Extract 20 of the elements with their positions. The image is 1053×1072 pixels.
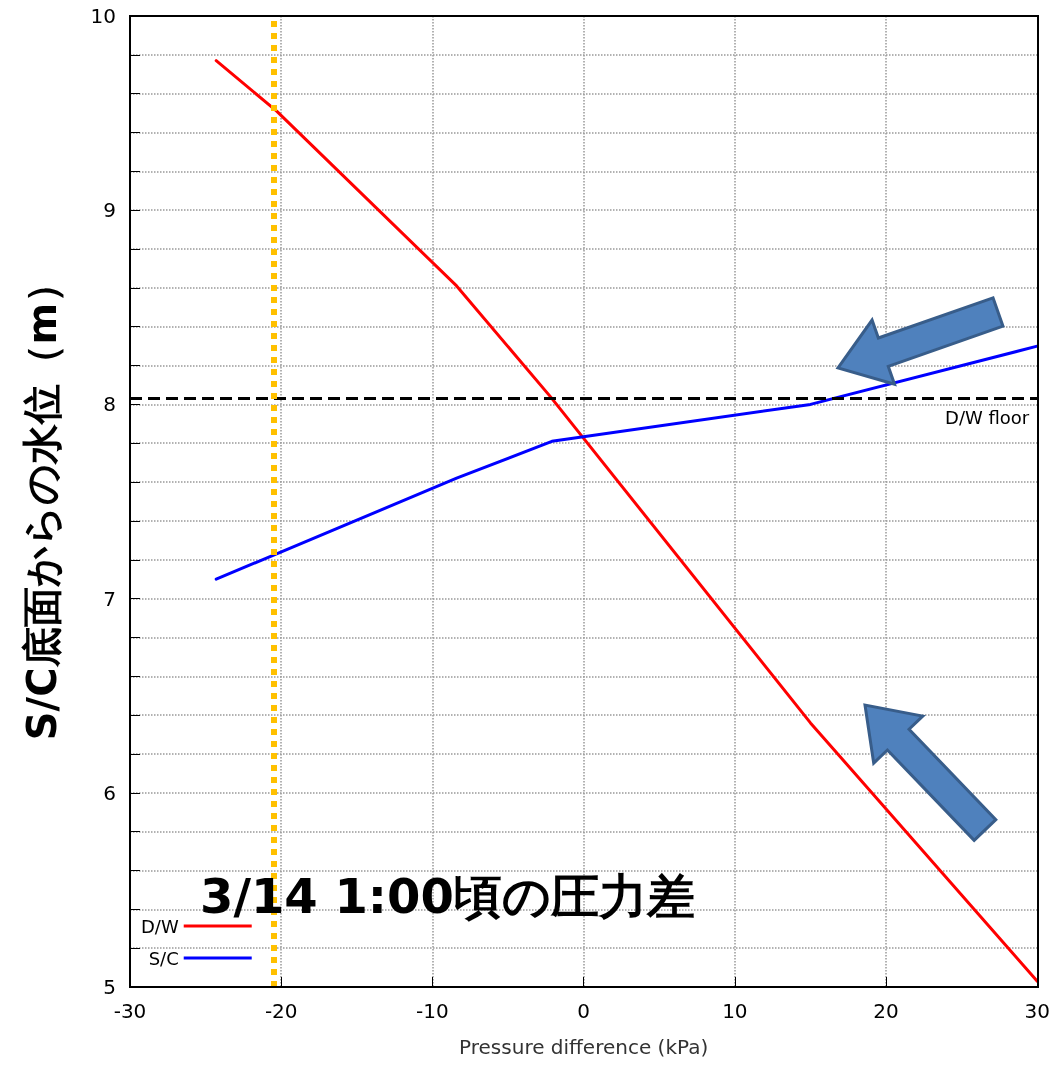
x-tick-label: 30 <box>1024 999 1050 1023</box>
y-axis-title: S/C底面からの水位（m） <box>19 262 65 741</box>
x-tick-label: -30 <box>113 999 147 1023</box>
x-tick-label: 20 <box>873 999 899 1023</box>
legend-label: D/W <box>140 915 179 937</box>
x-tick-label: 0 <box>577 999 590 1023</box>
x-tick-label: -20 <box>264 999 298 1023</box>
y-tick-label: 9 <box>103 198 116 223</box>
annotation: 3/14 1:00頃の圧力差 <box>200 868 695 924</box>
y-tick-label: 7 <box>103 586 116 611</box>
y-tick-label: 5 <box>103 975 116 999</box>
x-tick-label: -10 <box>416 999 449 1023</box>
y-tick-label: 10 <box>90 4 116 28</box>
x-axis-title: Pressure difference (kPa) <box>459 1035 709 1059</box>
y-tick-label: 6 <box>103 780 116 805</box>
x-tick-label: 10 <box>722 999 748 1023</box>
legend-label: S/C <box>148 947 179 969</box>
ref-line-label: D/W floor <box>945 407 1030 429</box>
line-series <box>214 344 1039 581</box>
y-tick-label: 8 <box>103 392 116 417</box>
